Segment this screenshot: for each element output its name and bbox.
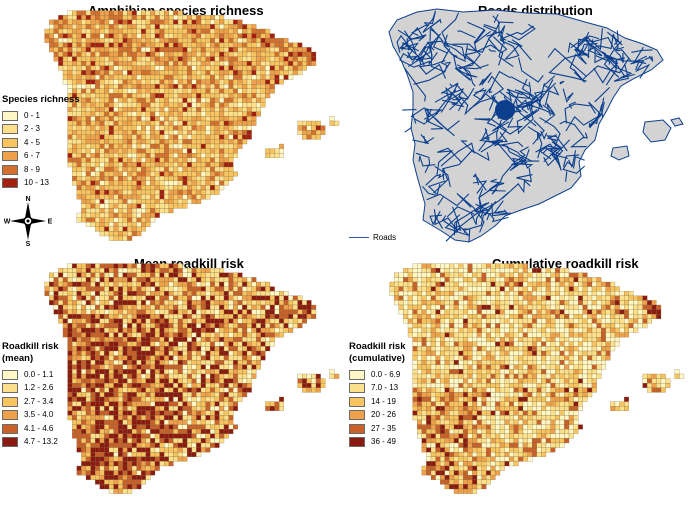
grid-cells	[44, 263, 340, 494]
legend-title: Roadkill risk (cumulative)	[349, 341, 406, 364]
compass-s: S	[26, 241, 31, 246]
legend-item: 1.2 - 2.6	[2, 382, 59, 396]
legend-swatch	[2, 164, 18, 175]
legend-item: 10 - 13	[2, 177, 80, 191]
legend-label: 4.1 - 4.6	[24, 423, 54, 433]
legend-item: 3.5 - 4.0	[2, 409, 59, 423]
legend-item: 20 - 26	[349, 409, 406, 423]
map-species-richness	[44, 10, 340, 241]
roads-legend-label: Roads	[373, 233, 397, 242]
legend-item: 8 - 9	[2, 163, 80, 177]
legend-label: 7.0 - 13	[371, 383, 399, 393]
legend-swatch	[2, 178, 18, 189]
legend-swatch	[2, 396, 18, 407]
legend-label: 4.7 - 13.2	[24, 437, 58, 447]
legend-label: 2.7 - 3.4	[24, 396, 54, 406]
legend-swatch	[2, 137, 18, 148]
legend-label: 1.2 - 2.6	[24, 383, 54, 393]
legend-swatch	[2, 369, 18, 380]
legend-title: Roadkill risk (mean)	[2, 341, 59, 364]
legend-label: 3.5 - 4.0	[24, 410, 54, 420]
legend-item: 4.7 - 13.2	[2, 436, 59, 450]
map-cumulative-roadkill-risk	[389, 263, 685, 494]
road-line-symbol	[349, 237, 369, 238]
legend-title: Species richness	[2, 94, 80, 105]
legend-swatch	[2, 383, 18, 394]
legend-item: 36 - 49	[349, 436, 406, 450]
legend-item: 4.1 - 4.6	[2, 422, 59, 436]
legend-swatch	[2, 437, 18, 448]
grid-cells	[389, 263, 685, 494]
legend-label: 14 - 19	[371, 396, 396, 406]
land-island	[642, 119, 672, 143]
panel-title-cumulative-risk: Cumulative roadkill risk	[492, 256, 639, 271]
legend-swatch	[2, 423, 18, 434]
compass-e: E	[48, 219, 52, 226]
legend-item: 27 - 35	[349, 422, 406, 436]
map-mean-roadkill-risk	[44, 263, 340, 494]
legend-label: 10 - 13	[24, 178, 49, 188]
compass-w: W	[4, 219, 11, 226]
legend-swatch	[349, 410, 365, 421]
legend-item: 14 - 19	[349, 395, 406, 409]
legend-label: 0 - 1	[24, 110, 41, 120]
compass-rose: N S W E	[4, 196, 52, 246]
legend-cumulative-risk: Roadkill risk (cumulative) 0.0 - 6.9 7.0 …	[349, 341, 406, 449]
legend-item: 2.7 - 3.4	[2, 395, 59, 409]
land-island	[670, 117, 684, 127]
legend-item: 7.0 - 13	[349, 382, 406, 396]
legend-item: 2 - 3	[2, 123, 80, 137]
madrid-road-cluster	[495, 100, 515, 120]
legend-item: 6 - 7	[2, 150, 80, 164]
legend-swatch	[349, 423, 365, 434]
legend-label: 4 - 5	[24, 137, 41, 147]
legend-swatch	[349, 383, 365, 394]
legend-species-richness: Species richness 0 - 1 2 - 3 4 - 5 6 - 7 8 -…	[2, 94, 80, 190]
legend-label: 8 - 9	[24, 164, 41, 174]
legend-label: 20 - 26	[371, 410, 396, 420]
legend-label: 0.0 - 1.1	[24, 369, 54, 379]
land-island	[610, 145, 630, 161]
legend-label: 36 - 49	[371, 437, 396, 447]
road-network	[396, 10, 654, 242]
grid-cells	[44, 10, 340, 241]
legend-item: 4 - 5	[2, 136, 80, 150]
roads-legend: Roads	[349, 233, 396, 242]
compass-n: N	[25, 196, 30, 203]
map-roads-distribution	[388, 8, 684, 243]
legend-label: 6 - 7	[24, 151, 41, 161]
legend-swatch	[349, 437, 365, 448]
legend-item: 0.0 - 1.1	[2, 368, 59, 382]
legend-label: 0.0 - 6.9	[371, 369, 401, 379]
legend-label: 27 - 35	[371, 423, 396, 433]
legend-item: 0 - 1	[2, 109, 80, 123]
legend-swatch	[349, 369, 365, 380]
legend-swatch	[2, 110, 18, 121]
legend-swatch	[2, 124, 18, 135]
legend-mean-risk: Roadkill risk (mean) 0.0 - 1.1 1.2 - 2.6 2…	[2, 341, 59, 449]
legend-swatch	[2, 151, 18, 162]
legend-item: 0.0 - 6.9	[349, 368, 406, 382]
legend-swatch	[2, 410, 18, 421]
compass-icon: N S W E	[4, 196, 52, 246]
legend-label: 2 - 3	[24, 124, 41, 134]
legend-swatch	[349, 396, 365, 407]
